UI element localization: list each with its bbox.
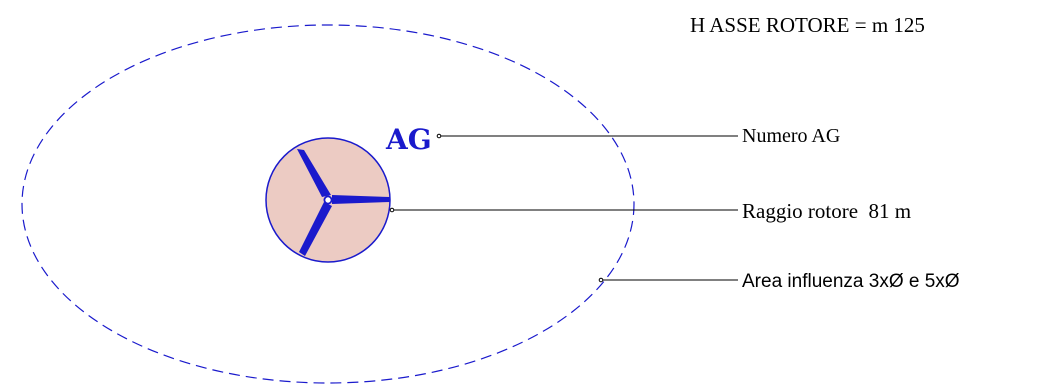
turbine-id-label: AG (385, 123, 432, 156)
turbine-number-label: Numero AG (742, 125, 840, 147)
influence-area-ellipse (21, 24, 635, 384)
rotor-blade-right (332, 195, 390, 204)
wind-turbine-rotor-icon (297, 149, 390, 256)
rotor-blade-upper (297, 149, 331, 197)
influence-area-label: Area influenza 3xØ e 5xØ (742, 271, 960, 292)
influence-area-leader (598, 277, 738, 283)
hub-height-label: H ASSE ROTORE = m 125 (690, 13, 925, 37)
rotor-radius-label: Raggio rotore 81 m (742, 199, 911, 223)
turbine-number-leader (436, 133, 738, 139)
rotor-hub (323, 195, 333, 205)
rotor-blade-lower (299, 202, 332, 256)
rotor-radius-leader (389, 207, 738, 213)
